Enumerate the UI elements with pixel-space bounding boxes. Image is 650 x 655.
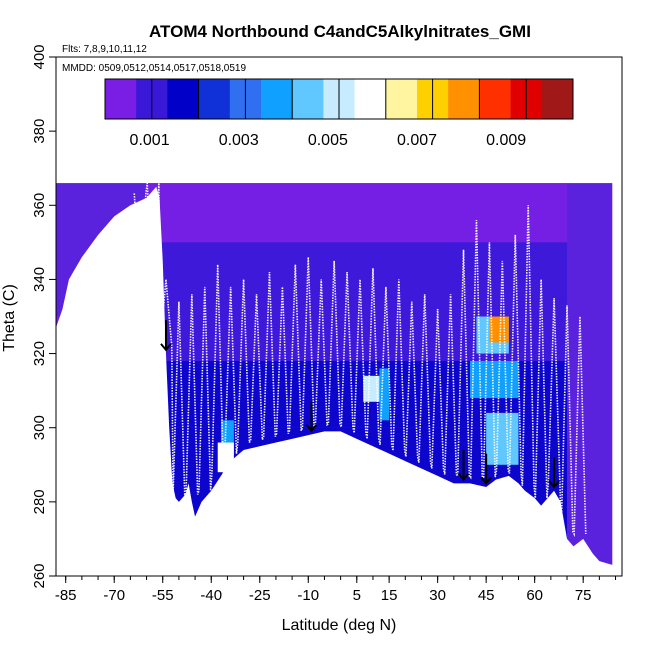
x-tick-label: 15 [381,587,398,604]
chart-overlays [133,182,587,538]
dates-note: MMDD: 0509,0512,0514,0517,0518,0519 [62,63,246,74]
y-tick-label: 260 [31,563,48,588]
arrow-head [305,424,318,433]
arrow-head [160,343,172,352]
colorbar-swatch [354,79,387,119]
x-tick-label: -70 [103,587,125,604]
colorbar-swatch [292,79,324,119]
x-axis-label: Latitude (deg N) [282,617,397,634]
field-patch [363,375,380,402]
field-patch [469,360,519,399]
colorbar-swatch [167,79,200,119]
field-patch [379,368,390,421]
colorbar-tick-label: 0.005 [308,132,348,149]
chart-title: ATOM4 Northbound C4andC5Alkylnitrates_GM… [149,22,531,41]
field-band [146,183,568,243]
x-tick-label: 60 [526,587,543,604]
y-tick-label: 280 [31,489,48,514]
field-band [146,242,568,298]
colorbar-tick-label: 0.001 [130,132,170,149]
colorbar-swatch [448,79,480,119]
x-tick-label: 30 [429,587,446,604]
colorbar-swatch [105,79,137,119]
y-axis-label: Theta (C) [1,284,18,352]
colorbar-frame [104,78,574,120]
arrow-marker [305,401,318,433]
y-tick-label: 300 [31,415,48,440]
flight-track [133,182,587,538]
colorbar: 0.001 0.003 0.005 0.007 0.009 [104,78,574,149]
x-tick-label: 45 [478,587,495,604]
arrow-marker [160,320,172,352]
x-tick-label: -40 [200,587,222,604]
y-tick-label: 340 [31,267,48,292]
arrow-head [457,472,470,482]
x-tick-label: 75 [575,587,592,604]
heatmap-field [56,57,622,576]
colorbar-swatch [479,79,512,119]
arrow-marker [457,449,470,482]
arrow-head [548,480,560,489]
y-tick-label: 400 [31,44,48,69]
y-tick-label: 360 [31,193,48,218]
colorbar-swatch [198,79,231,119]
upper-mask [56,57,622,184]
y-tick-label: 380 [31,119,48,144]
x-tick-label: -85 [55,587,77,604]
y-axis: 260 280 300 320 340 360 380 400 [31,44,56,589]
x-tick-label: 5 [353,587,361,604]
x-axis: -85 -70 -55 -40 -25 -10 5 15 30 45 60 75 [55,576,617,604]
flights-note: Flts: 7,8,9,10,11,12 [62,44,147,55]
x-tick-label: -25 [249,587,271,604]
arrow-head [480,476,492,485]
colorbar-tick-label: 0.007 [397,132,437,149]
colorbar-swatch [261,79,293,119]
arrow-marker [480,453,492,485]
arrow-marker [548,457,560,489]
surface-mask [56,186,622,576]
plot-frame [55,56,623,577]
x-tick-label: -55 [152,587,174,604]
x-tick-label: -10 [297,587,319,604]
colorbar-tick-label: 0.009 [486,132,526,149]
y-tick-label: 320 [31,341,48,366]
colorbar-swatch [541,79,574,119]
colorbar-swatch [385,79,418,119]
field-patch [486,412,519,465]
colorbar-tick-label: 0.003 [219,132,259,149]
